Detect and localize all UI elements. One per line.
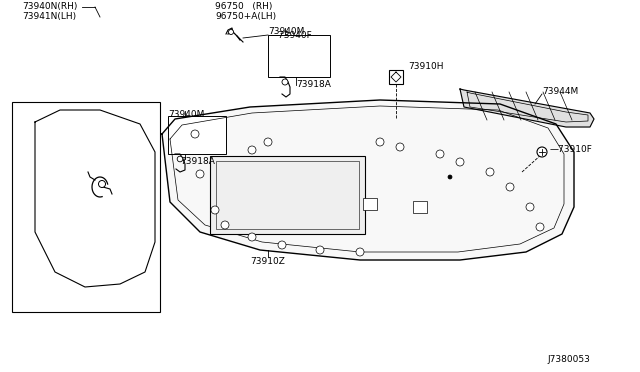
- Polygon shape: [35, 110, 155, 287]
- Circle shape: [376, 138, 384, 146]
- Circle shape: [448, 175, 452, 179]
- Circle shape: [196, 170, 204, 178]
- Circle shape: [537, 147, 547, 157]
- Text: 73940N(RH): 73940N(RH): [22, 2, 77, 11]
- Circle shape: [506, 183, 514, 191]
- Circle shape: [191, 130, 199, 138]
- Text: 73940M: 73940M: [168, 110, 204, 119]
- Circle shape: [486, 168, 494, 176]
- Circle shape: [526, 203, 534, 211]
- Text: J7380053: J7380053: [547, 355, 590, 364]
- Circle shape: [456, 158, 464, 166]
- Bar: [216, 161, 359, 229]
- Circle shape: [211, 206, 219, 214]
- Bar: [389, 70, 403, 84]
- Text: 73940M: 73940M: [268, 27, 305, 36]
- Circle shape: [248, 146, 256, 154]
- Circle shape: [278, 241, 286, 249]
- Text: 73941N(LH): 73941N(LH): [22, 12, 76, 21]
- Circle shape: [316, 246, 324, 254]
- Text: 73918A: 73918A: [180, 157, 215, 166]
- Polygon shape: [162, 100, 574, 260]
- Text: 73910H: 73910H: [408, 62, 444, 71]
- Circle shape: [282, 79, 288, 85]
- Circle shape: [99, 180, 106, 187]
- Circle shape: [396, 143, 404, 151]
- Text: —73910F: —73910F: [550, 145, 593, 154]
- Circle shape: [264, 138, 272, 146]
- Text: 96750+A(LH): 96750+A(LH): [215, 12, 276, 21]
- Text: 96750   (RH): 96750 (RH): [215, 2, 273, 11]
- Bar: [363, 198, 377, 210]
- Circle shape: [536, 223, 544, 231]
- Circle shape: [228, 29, 234, 35]
- Circle shape: [177, 156, 183, 162]
- Bar: [210, 156, 365, 234]
- Circle shape: [248, 233, 256, 241]
- Text: 73910Z: 73910Z: [250, 257, 285, 266]
- Bar: [12, 102, 160, 312]
- Text: 73918A: 73918A: [296, 80, 331, 89]
- Bar: [168, 116, 226, 154]
- Polygon shape: [460, 89, 594, 127]
- Text: —73940F: —73940F: [270, 31, 313, 40]
- Text: 73944M: 73944M: [542, 87, 579, 96]
- Circle shape: [436, 150, 444, 158]
- Bar: [413, 201, 427, 213]
- Circle shape: [221, 221, 229, 229]
- Bar: [268, 35, 330, 77]
- Circle shape: [356, 248, 364, 256]
